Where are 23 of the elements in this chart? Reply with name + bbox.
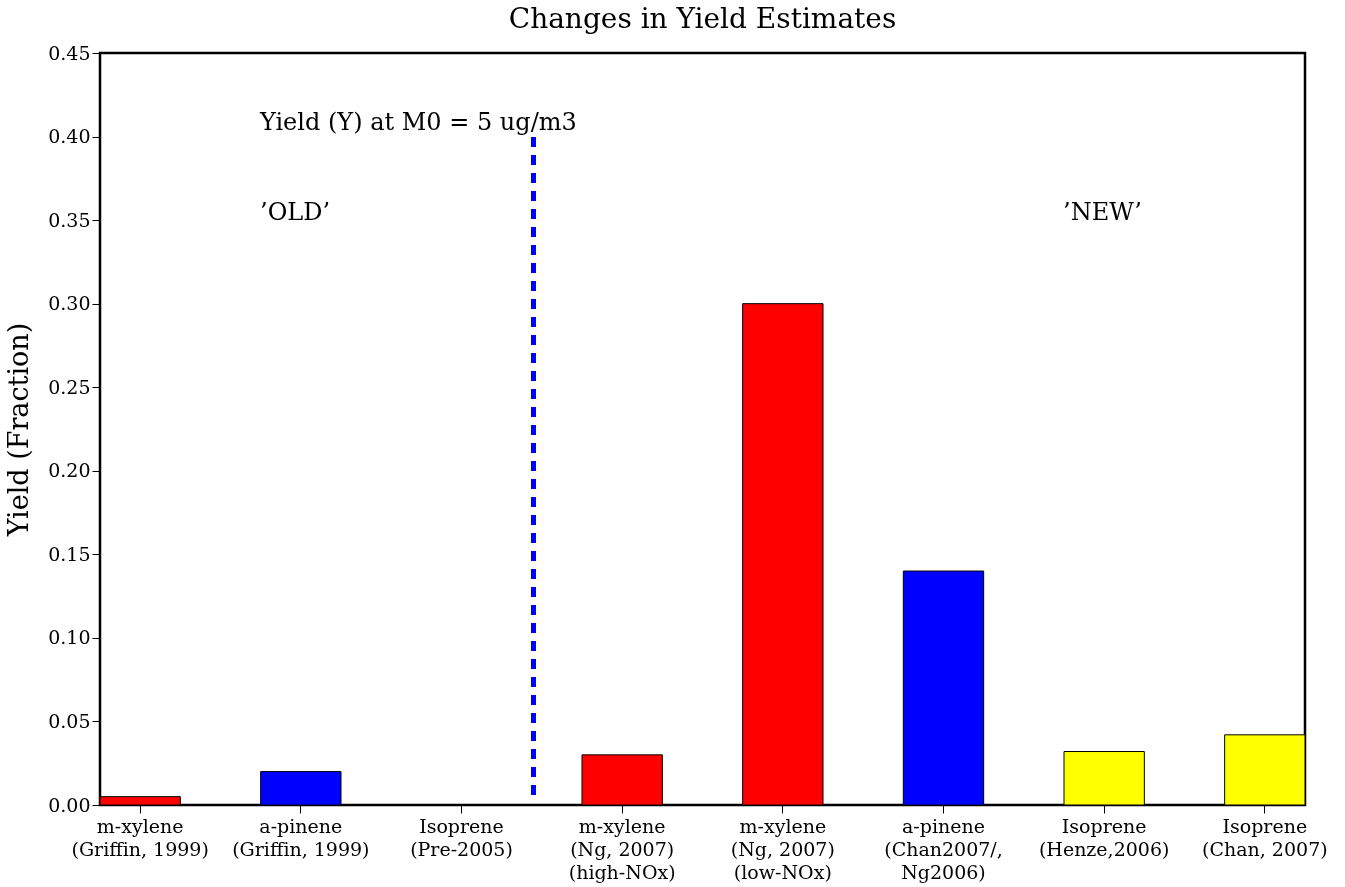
x-tick-label: m-xylene (Ng, 2007) (low-NOx) — [730, 814, 835, 883]
y-tick-label: 0.30 — [48, 292, 91, 315]
x-tick-label: m-xylene (Griffin, 1999) — [71, 814, 209, 860]
y-axis-title: Yield (Fraction) — [3, 322, 35, 538]
y-tick-label: 0.00 — [48, 793, 91, 816]
y-tick-label: 0.05 — [48, 709, 91, 732]
chart-title: Changes in Yield Estimates — [508, 2, 897, 35]
annotation: ’OLD’ — [260, 198, 331, 226]
x-tick-label: a-pinene (Griffin, 1999) — [232, 814, 370, 860]
x-tick-label: Isoprene (Pre-2005) — [410, 814, 513, 860]
y-tick-label: 0.35 — [48, 208, 91, 231]
x-tick-label: a-pinene (Chan2007/, Ng2006) — [884, 814, 1003, 883]
y-tick-label: 0.40 — [48, 125, 91, 148]
annotation: ’NEW’ — [1063, 198, 1142, 226]
x-tick-label: Isoprene (Chan, 2007) — [1202, 814, 1328, 860]
x-tick-label: m-xylene (Ng, 2007) (high-NOx) — [568, 814, 676, 883]
y-tick-label: 0.20 — [48, 459, 91, 482]
y-tick-label: 0.15 — [48, 542, 91, 565]
x-tick-label: Isoprene (Henze,2006) — [1038, 814, 1170, 860]
y-tick-label: 0.45 — [48, 41, 91, 64]
y-tick-label: 0.10 — [48, 626, 91, 649]
y-tick-label: 0.25 — [48, 375, 91, 398]
annotation: Yield (Y) at M0 = 5 ug/m3 — [259, 108, 577, 136]
